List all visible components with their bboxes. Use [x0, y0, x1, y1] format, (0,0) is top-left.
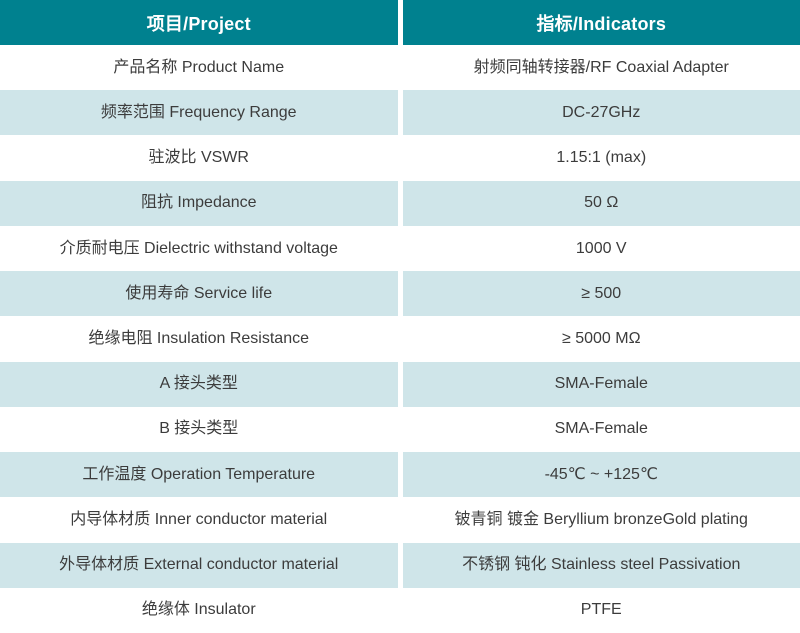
indicator-cell: 50 Ω: [402, 180, 800, 226]
indicator-cell: SMA-Female: [402, 406, 800, 453]
table-row: 介质耐电压 Dielectric withstand voltage 1000 …: [0, 225, 800, 272]
table-row: 阻抗 Impedance 50 Ω: [0, 180, 800, 226]
table-row: 驻波比 VSWR 1.15:1 (max): [0, 135, 800, 181]
project-cell: 产品名称 Product Name: [0, 45, 398, 91]
indicator-cell: SMA-Female: [402, 361, 800, 407]
project-cell: 使用寿命 Service life: [0, 271, 398, 317]
indicator-cell: ≥ 500: [402, 271, 800, 317]
table-row: 产品名称 Product Name 射频同轴转接器/RF Coaxial Ada…: [0, 45, 800, 91]
table-body: 产品名称 Product Name 射频同轴转接器/RF Coaxial Ada…: [0, 45, 800, 633]
project-cell: B 接头类型: [0, 406, 398, 453]
table-row: 频率范围 Frequency Range DC-27GHz: [0, 90, 800, 136]
table-header-row: 项目/Project 指标/Indicators: [0, 0, 800, 45]
indicator-cell: 不锈钢 钝化 Stainless steel Passivation: [402, 542, 800, 588]
table-row: A 接头类型 SMA-Female: [0, 361, 800, 407]
table-row: 绝缘体 Insulator PTFE: [0, 587, 800, 633]
indicator-cell: -45℃ ~ +125℃: [402, 452, 800, 498]
project-cell: 频率范围 Frequency Range: [0, 90, 398, 136]
project-cell: 绝缘电阻 Insulation Resistance: [0, 316, 398, 362]
indicator-cell: 射频同轴转接器/RF Coaxial Adapter: [402, 45, 800, 91]
indicator-cell: 铍青铜 镀金 Beryllium bronzeGold plating: [402, 497, 800, 543]
indicator-cell: DC-27GHz: [402, 90, 800, 136]
project-cell: A 接头类型: [0, 361, 398, 407]
table-row: 工作温度 Operation Temperature -45℃ ~ +125℃: [0, 452, 800, 498]
indicator-cell: ≥ 5000 MΩ: [402, 316, 800, 362]
indicator-cell: PTFE: [402, 587, 800, 633]
header-cell-project: 项目/Project: [0, 0, 398, 45]
project-cell: 外导体材质 External conductor material: [0, 542, 398, 588]
table-row: 外导体材质 External conductor material 不锈钢 钝化…: [0, 542, 800, 588]
table-row: 内导体材质 Inner conductor material 铍青铜 镀金 Be…: [0, 497, 800, 543]
project-cell: 工作温度 Operation Temperature: [0, 452, 398, 498]
table-row: 使用寿命 Service life ≥ 500: [0, 271, 800, 317]
project-cell: 阻抗 Impedance: [0, 180, 398, 226]
indicator-cell: 1.15:1 (max): [402, 135, 800, 181]
header-cell-indicators: 指标/Indicators: [402, 0, 800, 45]
indicator-cell: 1000 V: [402, 225, 800, 272]
project-cell: 驻波比 VSWR: [0, 135, 398, 181]
project-cell: 内导体材质 Inner conductor material: [0, 497, 398, 543]
table-row: B 接头类型 SMA-Female: [0, 406, 800, 453]
table-row: 绝缘电阻 Insulation Resistance ≥ 5000 MΩ: [0, 316, 800, 362]
project-cell: 介质耐电压 Dielectric withstand voltage: [0, 225, 398, 272]
project-cell: 绝缘体 Insulator: [0, 587, 398, 633]
